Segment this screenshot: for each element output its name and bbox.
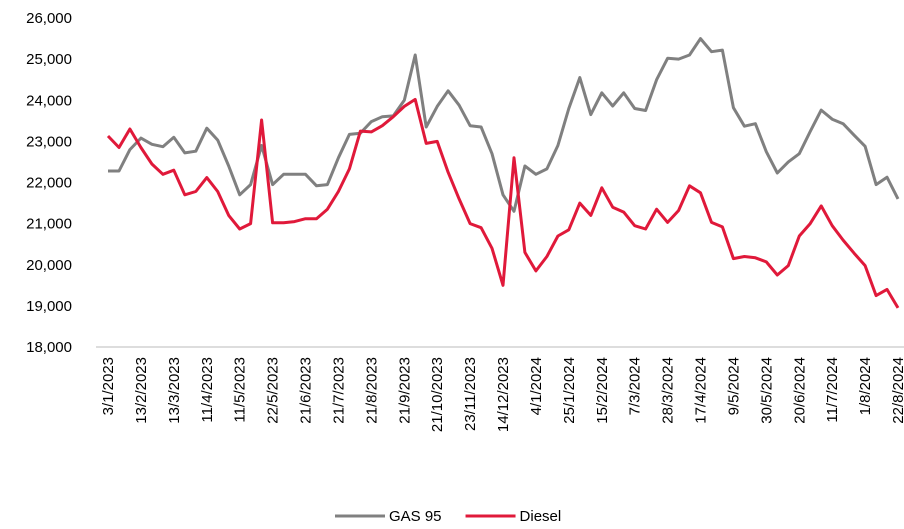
x-tick-label: 22/5/2023 (265, 357, 282, 424)
x-tick-label: 4/1/2024 (528, 357, 545, 415)
x-tick-label: 21/7/2023 (330, 357, 347, 424)
x-tick-label: 25/1/2024 (561, 357, 578, 424)
legend-label: Diesel (520, 508, 562, 525)
x-tick-label: 14/12/2023 (495, 357, 512, 432)
x-tick-label: 3/1/2023 (100, 357, 117, 415)
y-tick-label: 25,000 (26, 51, 72, 68)
legend-label: GAS 95 (389, 508, 442, 525)
x-tick-label: 11/4/2023 (199, 357, 216, 423)
x-tick-label: 7/3/2024 (627, 357, 644, 415)
x-tick-label: 21/8/2023 (363, 357, 380, 424)
x-tick-label: 15/2/2024 (594, 357, 611, 424)
x-tick-label: 17/4/2024 (693, 357, 710, 424)
x-tick-label: 21/6/2023 (298, 357, 315, 424)
x-tick-label: 11/5/2023 (232, 357, 249, 423)
x-tick-label: 21/9/2023 (396, 357, 413, 424)
y-tick-label: 24,000 (26, 92, 72, 109)
series-line (108, 37, 900, 213)
y-tick-label: 22,000 (26, 175, 72, 192)
x-tick-label: 1/8/2024 (857, 357, 874, 415)
x-tick-label: 13/3/2023 (166, 357, 183, 424)
series-line (106, 97, 900, 309)
x-tick-label: 21/10/2023 (429, 357, 446, 432)
x-tick-label: 30/5/2024 (758, 357, 775, 424)
y-tick-label: 23,000 (26, 133, 72, 150)
x-tick-label: 23/11/2023 (462, 357, 479, 431)
y-tick-label: 19,000 (26, 298, 72, 315)
x-tick-label: 22/8/2024 (890, 357, 904, 424)
y-tick-label: 18,000 (26, 339, 72, 356)
x-tick-label: 28/3/2024 (660, 357, 677, 424)
y-tick-label: 21,000 (26, 216, 72, 233)
y-tick-label: 26,000 (26, 10, 72, 27)
y-tick-label: 20,000 (26, 257, 72, 274)
x-tick-label: 9/5/2024 (725, 357, 742, 415)
x-tick-label: 11/7/2024 (824, 357, 841, 423)
x-tick-label: 20/6/2024 (791, 357, 808, 424)
x-tick-label: 13/2/2023 (133, 357, 150, 424)
